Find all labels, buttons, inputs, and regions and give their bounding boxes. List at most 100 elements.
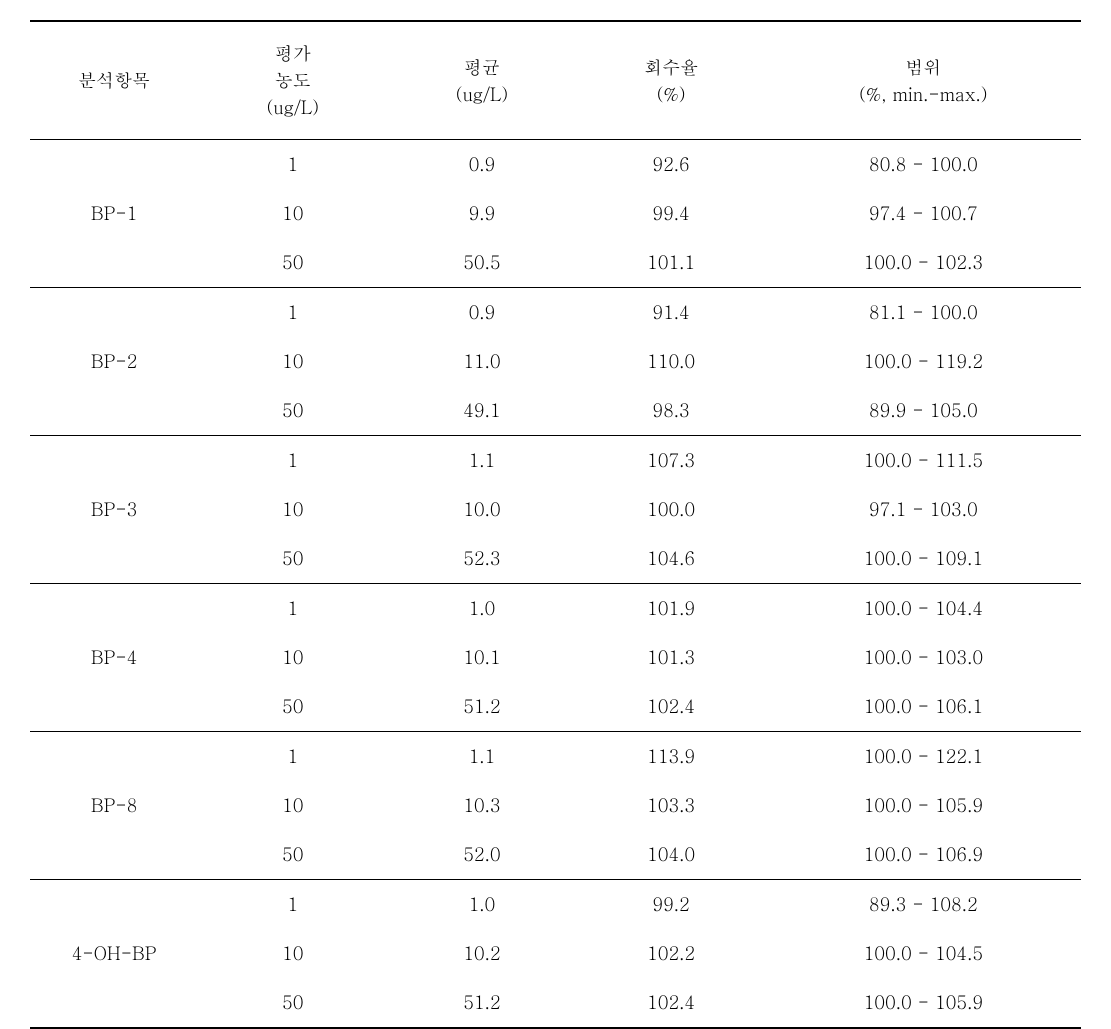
header-conc-line3: (ug/L) <box>266 95 319 120</box>
mean-cell: 10.0 <box>387 485 576 534</box>
recovery-cell: 102.4 <box>577 978 766 1028</box>
header-conc: 평가 농도 (ug/L) <box>198 21 387 140</box>
range-cell: 89.3 - 108.2 <box>766 880 1081 930</box>
conc-cell: 50 <box>198 682 387 732</box>
header-mean: 평균 (ug/L) <box>387 21 576 140</box>
recovery-cell: 101.9 <box>577 584 766 634</box>
analyte-cell: BP-2 <box>30 288 198 436</box>
conc-cell: 1 <box>198 436 387 486</box>
conc-cell: 10 <box>198 929 387 978</box>
conc-cell: 50 <box>198 386 387 436</box>
mean-cell: 0.9 <box>387 140 576 190</box>
recovery-cell: 99.2 <box>577 880 766 930</box>
table-row: BP-811.1113.9100.0 - 122.1 <box>30 732 1081 782</box>
header-analyte: 분석항목 <box>30 21 198 140</box>
range-cell: 100.0 - 119.2 <box>766 337 1081 386</box>
table-row: BP-411.0101.9100.0 - 104.4 <box>30 584 1081 634</box>
table-row: BP-110.992.680.8 - 100.0 <box>30 140 1081 190</box>
conc-cell: 1 <box>198 288 387 338</box>
table-body: BP-110.992.680.8 - 100.0109.999.497.4 - … <box>30 140 1081 1029</box>
recovery-cell: 101.1 <box>577 238 766 288</box>
mean-cell: 10.3 <box>387 781 576 830</box>
mean-cell: 1.0 <box>387 584 576 634</box>
range-cell: 100.0 - 103.0 <box>766 633 1081 682</box>
mean-cell: 1.1 <box>387 732 576 782</box>
conc-cell: 10 <box>198 337 387 386</box>
recovery-cell: 91.4 <box>577 288 766 338</box>
mean-cell: 0.9 <box>387 288 576 338</box>
conc-cell: 50 <box>198 830 387 880</box>
recovery-cell: 100.0 <box>577 485 766 534</box>
header-range: 범위 (%, min.-max.) <box>766 21 1081 140</box>
recovery-cell: 107.3 <box>577 436 766 486</box>
recovery-table: 분석항목 평가 농도 (ug/L) 평균 (ug/L) 회수율 (%) 범위 (… <box>30 20 1081 1029</box>
header-mean-line2: (ug/L) <box>456 82 509 107</box>
conc-cell: 10 <box>198 485 387 534</box>
range-cell: 100.0 - 106.1 <box>766 682 1081 732</box>
mean-cell: 10.1 <box>387 633 576 682</box>
mean-cell: 52.0 <box>387 830 576 880</box>
header-range-line2: (%, min.-max.) <box>859 82 988 107</box>
analyte-cell: BP-3 <box>30 436 198 584</box>
range-cell: 100.0 - 105.9 <box>766 781 1081 830</box>
header-conc-line2: 농도 <box>275 68 311 93</box>
header-recovery-line1: 회수율 <box>644 55 698 80</box>
conc-cell: 1 <box>198 732 387 782</box>
recovery-cell: 104.6 <box>577 534 766 584</box>
conc-cell: 10 <box>198 189 387 238</box>
table-row: 4-OH-BP11.099.289.3 - 108.2 <box>30 880 1081 930</box>
mean-cell: 51.2 <box>387 682 576 732</box>
recovery-cell: 104.0 <box>577 830 766 880</box>
analyte-cell: BP-1 <box>30 140 198 288</box>
recovery-cell: 92.6 <box>577 140 766 190</box>
mean-cell: 10.2 <box>387 929 576 978</box>
range-cell: 97.4 - 100.7 <box>766 189 1081 238</box>
recovery-cell: 102.4 <box>577 682 766 732</box>
header-recovery: 회수율 (%) <box>577 21 766 140</box>
conc-cell: 10 <box>198 781 387 830</box>
range-cell: 80.8 - 100.0 <box>766 140 1081 190</box>
range-cell: 100.0 - 106.9 <box>766 830 1081 880</box>
range-cell: 100.0 - 105.9 <box>766 978 1081 1028</box>
conc-cell: 10 <box>198 633 387 682</box>
range-cell: 89.9 - 105.0 <box>766 386 1081 436</box>
mean-cell: 9.9 <box>387 189 576 238</box>
range-cell: 100.0 - 104.4 <box>766 584 1081 634</box>
recovery-cell: 103.3 <box>577 781 766 830</box>
conc-cell: 50 <box>198 238 387 288</box>
range-cell: 100.0 - 104.5 <box>766 929 1081 978</box>
mean-cell: 1.0 <box>387 880 576 930</box>
mean-cell: 51.2 <box>387 978 576 1028</box>
mean-cell: 11.0 <box>387 337 576 386</box>
conc-cell: 1 <box>198 584 387 634</box>
analyte-cell: BP-8 <box>30 732 198 880</box>
mean-cell: 49.1 <box>387 386 576 436</box>
recovery-cell: 101.3 <box>577 633 766 682</box>
range-cell: 97.1 - 103.0 <box>766 485 1081 534</box>
mean-cell: 52.3 <box>387 534 576 584</box>
range-cell: 100.0 - 109.1 <box>766 534 1081 584</box>
analyte-cell: 4-OH-BP <box>30 880 198 1029</box>
analyte-cell: BP-4 <box>30 584 198 732</box>
range-cell: 100.0 - 122.1 <box>766 732 1081 782</box>
range-cell: 100.0 - 102.3 <box>766 238 1081 288</box>
recovery-cell: 110.0 <box>577 337 766 386</box>
header-range-line1: 범위 <box>905 55 941 80</box>
mean-cell: 50.5 <box>387 238 576 288</box>
recovery-cell: 98.3 <box>577 386 766 436</box>
header-recovery-line2: (%) <box>657 82 686 107</box>
conc-cell: 1 <box>198 880 387 930</box>
header-mean-line1: 평균 <box>464 55 500 80</box>
recovery-cell: 99.4 <box>577 189 766 238</box>
conc-cell: 1 <box>198 140 387 190</box>
table-header: 분석항목 평가 농도 (ug/L) 평균 (ug/L) 회수율 (%) 범위 (… <box>30 21 1081 140</box>
recovery-cell: 102.2 <box>577 929 766 978</box>
conc-cell: 50 <box>198 978 387 1028</box>
range-cell: 81.1 - 100.0 <box>766 288 1081 338</box>
mean-cell: 1.1 <box>387 436 576 486</box>
recovery-cell: 113.9 <box>577 732 766 782</box>
table-row: BP-311.1107.3100.0 - 111.5 <box>30 436 1081 486</box>
table-row: BP-210.991.481.1 - 100.0 <box>30 288 1081 338</box>
header-conc-line1: 평가 <box>275 41 311 66</box>
header-analyte-text: 분석항목 <box>78 68 150 93</box>
